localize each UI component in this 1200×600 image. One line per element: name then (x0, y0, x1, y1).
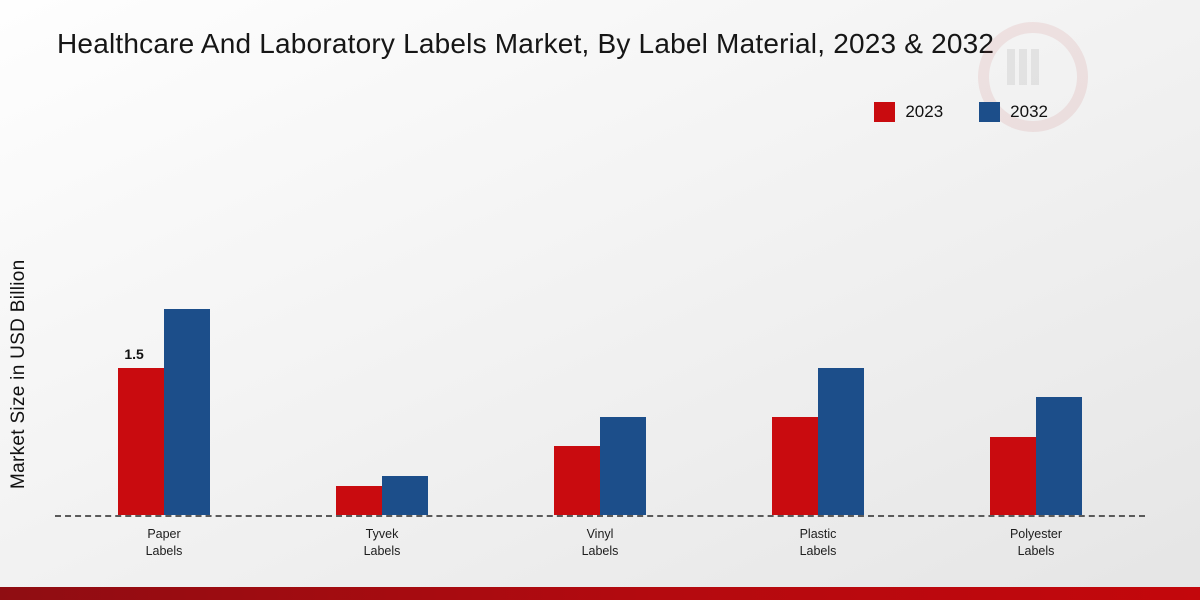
legend-label-2032: 2032 (1010, 102, 1048, 121)
category-label: Paper Labels (145, 527, 183, 558)
bar-2032-1 (164, 309, 210, 515)
category-labels: Paper Labels Tyvek Labels Vinyl Labels Plas… (55, 526, 1145, 560)
legend-swatch-2032 (979, 102, 1001, 122)
category-label: Plastic Labels (799, 527, 837, 558)
bar-groups: 1.5 (55, 150, 1145, 515)
x-axis-baseline (55, 515, 1145, 517)
bar-2032-4 (818, 368, 864, 515)
footer-accent-strip (0, 587, 1200, 600)
bar-group: 1.5 (118, 309, 210, 515)
category-label: Tyvek Labels (363, 527, 401, 558)
bar-2023-3 (554, 446, 600, 515)
bar-2023-2 (336, 486, 382, 515)
legend-label-2023: 2023 (905, 102, 944, 121)
bar-2023-4 (772, 417, 818, 515)
bar-2023-1: 1.5 (118, 346, 164, 515)
category-label: Vinyl Labels (581, 527, 619, 558)
bar-group (990, 397, 1082, 515)
legend-swatch-2023 (874, 102, 896, 122)
bar-2032-2 (382, 476, 428, 515)
bar-value-label: 1.5 (124, 346, 144, 362)
plot-area: 1.5 Paper Labels Tyvek Labels Vinyl Labels… (55, 150, 1145, 580)
bar-group (772, 368, 864, 515)
legend-item-2023: 2023 (874, 102, 943, 122)
chart-title: Healthcare And Laboratory Labels Market,… (57, 28, 995, 59)
chart-legend: 2023 2032 (874, 102, 1048, 122)
watermark-bars-icon (1007, 49, 1039, 85)
y-axis-label: Market Size in USD Billion (8, 259, 29, 490)
bar-2032-3 (600, 417, 646, 515)
legend-item-2032: 2032 (979, 102, 1048, 122)
bar-2032-5 (1036, 397, 1082, 515)
bar-group (554, 417, 646, 515)
category-label: Polyester Labels (1009, 527, 1063, 558)
watermark-logo-icon (978, 22, 1088, 132)
bar-group (336, 476, 428, 515)
bar-2023-5 (990, 437, 1036, 515)
